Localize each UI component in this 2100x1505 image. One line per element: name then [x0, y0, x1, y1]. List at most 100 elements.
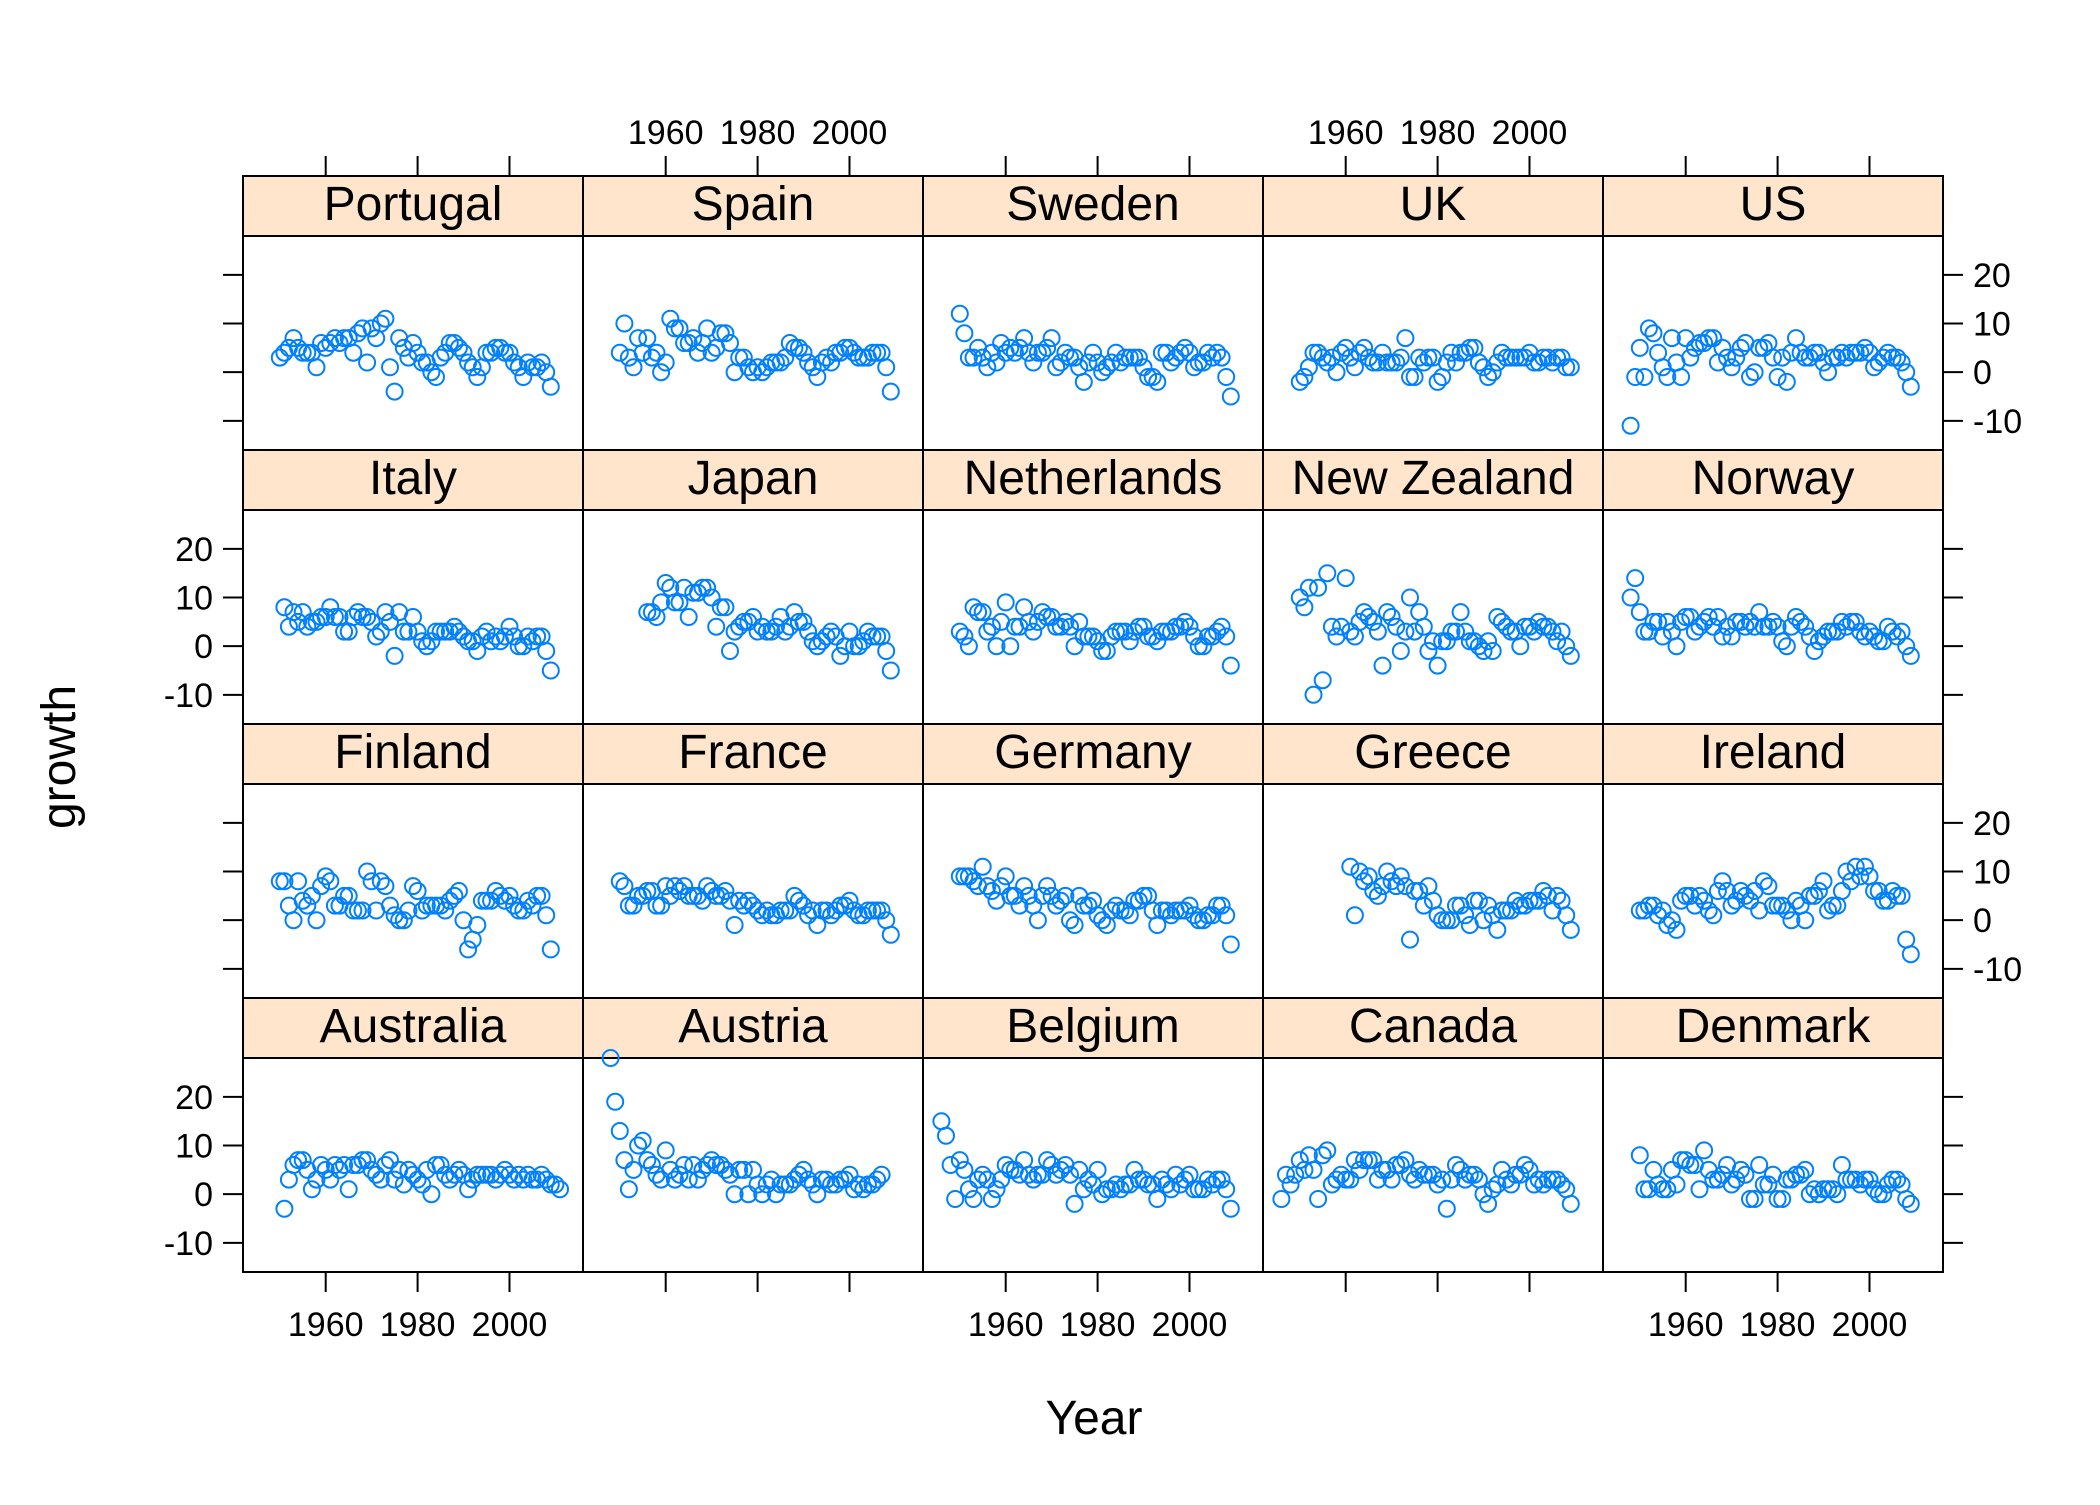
data-point [537, 1170, 556, 1189]
data-point [1865, 627, 1884, 646]
data-point [1782, 617, 1801, 636]
data-point [1676, 886, 1695, 905]
data-point [753, 906, 772, 925]
y-tick-label: 0 [194, 1176, 213, 1214]
data-point [1387, 353, 1406, 372]
data-point [835, 338, 854, 357]
data-point [335, 886, 354, 905]
data-point [1658, 368, 1677, 386]
data-point [1718, 348, 1737, 367]
data-point [868, 901, 887, 920]
data-point [1157, 343, 1176, 362]
data-point [652, 593, 671, 612]
data-point [1731, 1160, 1750, 1179]
data-point [1010, 338, 1029, 357]
data-point [1134, 1170, 1153, 1189]
data-point [638, 329, 657, 348]
panel-spain: Spain [582, 175, 924, 451]
x-tick-label: 2000 [1492, 114, 1568, 152]
data-point [1391, 867, 1410, 886]
data-point [275, 1199, 294, 1218]
data-point [711, 886, 730, 905]
data-point [1474, 1185, 1493, 1204]
data-point [716, 598, 735, 617]
data-point [702, 343, 721, 362]
data-point [1093, 911, 1112, 930]
data-point [1221, 935, 1240, 954]
data-point [1129, 348, 1148, 367]
data-point [445, 617, 464, 636]
data-point [270, 348, 289, 367]
data-point [1410, 348, 1429, 367]
data-point [1332, 343, 1351, 362]
data-point [661, 886, 680, 905]
data-point [652, 363, 671, 382]
data-point [532, 886, 551, 905]
panel-frame [1602, 783, 1944, 999]
data-point [992, 877, 1011, 896]
panel-ireland: Ireland [1602, 723, 1944, 999]
data-point [1506, 891, 1525, 910]
data-point [1313, 671, 1332, 690]
data-point [1727, 612, 1746, 631]
data-point [551, 1180, 569, 1199]
data-point [1456, 622, 1475, 641]
panel-greece: Greece [1262, 723, 1604, 999]
data-point [1162, 622, 1181, 641]
data-point [1208, 1170, 1227, 1189]
data-point [1754, 617, 1773, 636]
data-point [1855, 1170, 1874, 1189]
data-point [955, 1160, 974, 1179]
data-point [1741, 368, 1759, 386]
data-point [1561, 358, 1580, 377]
data-point [1722, 1175, 1741, 1194]
data-point [293, 343, 312, 362]
data-point [1883, 1170, 1902, 1189]
data-point [1051, 1160, 1070, 1179]
data-point [1345, 906, 1364, 925]
data-point [1704, 1170, 1723, 1189]
y-tick-label: 20 [175, 1079, 213, 1117]
data-point [1368, 622, 1387, 641]
data-point [1129, 617, 1148, 636]
data-point [619, 896, 638, 915]
data-point [523, 632, 542, 651]
data-point [1860, 1170, 1879, 1189]
data-point [1635, 622, 1654, 641]
data-point [302, 1180, 321, 1199]
data-point [1019, 1165, 1038, 1184]
data-point [610, 872, 629, 891]
data-point [1148, 372, 1167, 391]
panel-strip-label: Denmark [1676, 1000, 1872, 1053]
data-point [757, 1175, 776, 1194]
data-point [831, 1170, 850, 1189]
data-point [1805, 886, 1824, 905]
data-point [1093, 642, 1112, 660]
data-point [826, 1175, 845, 1194]
data-point [1529, 891, 1548, 910]
data-point [339, 1180, 358, 1199]
data-point [1768, 896, 1787, 915]
data-point [358, 1151, 377, 1170]
data-point [881, 925, 900, 944]
data-point [610, 1122, 629, 1140]
panel-strip [582, 997, 924, 1059]
data-point [1318, 564, 1337, 583]
data-point [445, 886, 464, 905]
data-point [518, 353, 537, 372]
data-point [1888, 1170, 1907, 1189]
data-point [1469, 353, 1488, 372]
data-point [463, 358, 482, 377]
data-point [684, 886, 703, 905]
data-point [1483, 363, 1502, 382]
data-point [505, 627, 524, 646]
data-point [394, 622, 413, 641]
data-point [1194, 353, 1213, 372]
data-point [1745, 363, 1764, 382]
data-point [312, 877, 331, 896]
data-point [532, 353, 551, 372]
data-point [1336, 569, 1355, 588]
panel-strip [1262, 449, 1604, 511]
data-point [307, 612, 326, 631]
data-point [840, 891, 859, 910]
